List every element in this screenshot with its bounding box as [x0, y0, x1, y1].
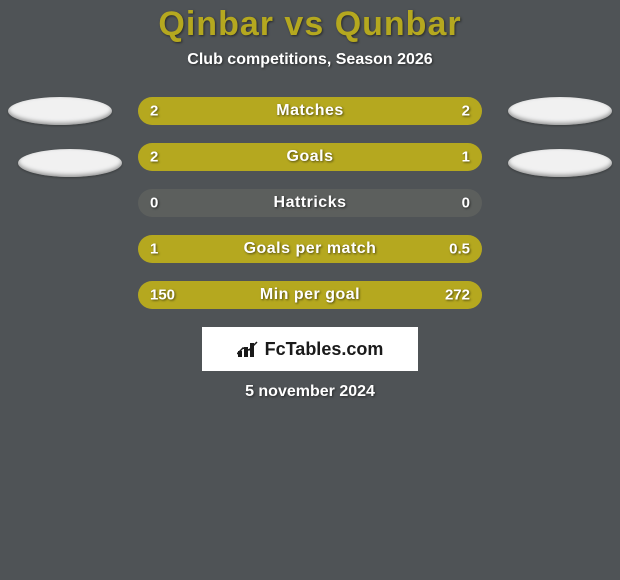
stat-value-left: 2: [150, 103, 158, 120]
stat-row: 150 272 Min per goal: [0, 281, 620, 309]
stat-value-right: 1: [462, 149, 470, 166]
date-line: 5 november 2024: [0, 383, 620, 401]
stat-row: 2 2 Matches: [0, 97, 620, 125]
stat-label: Goals per match: [244, 240, 377, 258]
stat-bar-fill-left: [138, 143, 368, 171]
brand-text: FcTables.com: [265, 339, 384, 360]
page-title: Qinbar vs Qunbar: [0, 0, 620, 43]
player-badge-left: [18, 149, 122, 177]
stat-row: 2 1 Goals: [0, 143, 620, 171]
stat-row: 1 0.5 Goals per match: [0, 235, 620, 263]
stat-value-right: 0.5: [449, 241, 470, 258]
stats-container: 2 2 Matches 2 1 Goals 0 0 Hattricks 1 0.5 Goals per…: [0, 97, 620, 309]
stat-label: Matches: [276, 102, 344, 120]
stat-label: Hattricks: [274, 194, 347, 212]
stat-label: Goals: [287, 148, 334, 166]
stat-value-right: 2: [462, 103, 470, 120]
stat-value-right: 0: [462, 195, 470, 212]
player-badge-right: [508, 97, 612, 125]
subtitle: Club competitions, Season 2026: [0, 51, 620, 69]
stat-value-left: 150: [150, 287, 175, 304]
player-badge-right: [508, 149, 612, 177]
stat-bar-track: 150 272 Min per goal: [138, 281, 482, 309]
stat-bar-track: 1 0.5 Goals per match: [138, 235, 482, 263]
bar-chart-icon: [237, 340, 259, 358]
player-badge-left: [8, 97, 112, 125]
stat-bar-track: 2 1 Goals: [138, 143, 482, 171]
stat-bar-track: 0 0 Hattricks: [138, 189, 482, 217]
stat-row: 0 0 Hattricks: [0, 189, 620, 217]
stat-value-left: 2: [150, 149, 158, 166]
stat-value-left: 1: [150, 241, 158, 258]
stat-bar-track: 2 2 Matches: [138, 97, 482, 125]
brand-box[interactable]: FcTables.com: [202, 327, 418, 371]
stat-value-right: 272: [445, 287, 470, 304]
stat-label: Min per goal: [260, 286, 360, 304]
stat-value-left: 0: [150, 195, 158, 212]
